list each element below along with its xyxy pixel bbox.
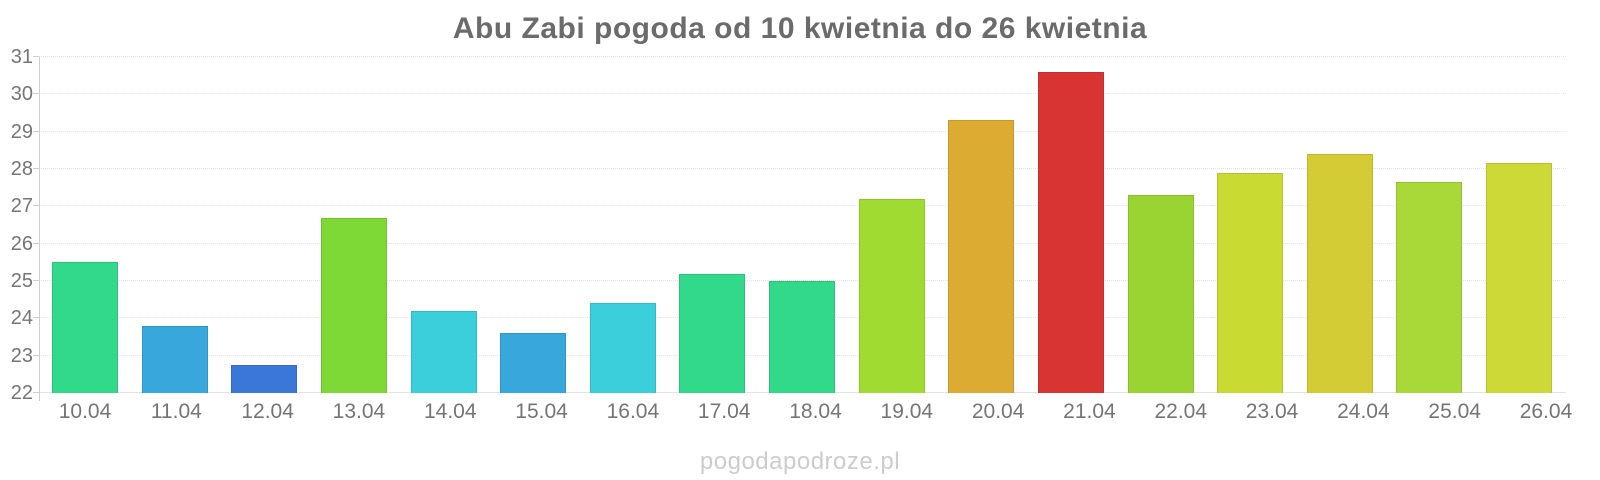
- gridline-30: [39, 93, 1566, 95]
- x-tick-label: 13.04: [332, 400, 386, 423]
- y-tick-label: 26: [10, 232, 33, 255]
- x-tick-label: 19.04: [880, 400, 934, 423]
- bar-23.04[interactable]: [1217, 172, 1284, 393]
- y-tick-label: 27: [10, 195, 33, 218]
- bar-series: [40, 57, 1566, 393]
- x-axis-labels: 10.04 11.04 12.04 13.04 14.04 15.04 16.04 17.04…: [40, 400, 1593, 424]
- gridline-29: [39, 130, 1566, 132]
- bar-16.04[interactable]: [589, 303, 656, 393]
- y-tick-label: 31: [10, 46, 33, 68]
- x-tick-label: 21.04: [1063, 400, 1116, 423]
- y-tick-mark: [33, 168, 39, 169]
- x-tick-label: 15.04: [515, 400, 568, 423]
- bar-26.04[interactable]: [1486, 163, 1552, 393]
- watermark: pogodapodroze.pl: [699, 448, 901, 475]
- y-axis-labels: 22 23 24 25 26 27 28 29 30 31: [0, 47, 33, 403]
- y-tick-label: 30: [10, 83, 33, 106]
- bar-14.04[interactable]: [410, 310, 477, 393]
- gridline-27: [39, 205, 1566, 207]
- y-tick-mark: [33, 56, 39, 57]
- y-tick-mark: [33, 205, 39, 207]
- y-tick-mark: [33, 242, 39, 244]
- bar-25.04[interactable]: [1396, 182, 1463, 393]
- x-tick-label: 16.04: [606, 400, 660, 423]
- gridline-28: [39, 168, 1566, 169]
- chart-title: Abu Zabi pogoda od 10 kwietnia do 26 kwi…: [452, 12, 1148, 45]
- x-tick-label: 22.04: [1154, 400, 1208, 423]
- bar-15.04[interactable]: [500, 333, 567, 393]
- x-tick-label: 10.04: [58, 400, 112, 423]
- y-tick-label: 24: [10, 307, 33, 330]
- gridline-26: [39, 242, 1566, 244]
- x-tick-label: 26.04: [1519, 400, 1573, 423]
- y-tick-mark: [33, 280, 39, 281]
- bar-10.04[interactable]: [52, 262, 118, 393]
- y-tick-label: 22: [10, 382, 33, 404]
- bar-11.04[interactable]: [141, 325, 208, 393]
- gridline-31: [39, 56, 1566, 57]
- bar-12.04[interactable]: [231, 365, 298, 393]
- y-tick-label: 23: [10, 344, 33, 367]
- bar-22.04[interactable]: [1127, 195, 1194, 393]
- x-tick-label: 12.04: [241, 400, 294, 423]
- bar-18.04[interactable]: [769, 281, 835, 393]
- x-tick-label: 24.04: [1337, 400, 1390, 423]
- y-tick-label: 25: [10, 270, 33, 292]
- x-tick-label: 17.04: [697, 400, 751, 423]
- y-tick-mark: [33, 392, 39, 393]
- y-tick-mark: [33, 130, 39, 132]
- x-tick-label: 25.04: [1428, 400, 1481, 423]
- x-tick-label: 18.04: [789, 400, 842, 423]
- bar-20.04[interactable]: [948, 120, 1015, 393]
- x-tick-label: 11.04: [150, 400, 202, 423]
- plot-area: [33, 56, 1566, 401]
- bar-17.04[interactable]: [679, 273, 746, 393]
- y-tick-mark: [33, 354, 39, 356]
- x-tick-label: 14.04: [423, 400, 477, 423]
- bar-13.04[interactable]: [320, 217, 387, 393]
- y-tick-label: 28: [10, 158, 33, 180]
- y-axis-line: [39, 57, 40, 401]
- y-tick-mark: [33, 93, 39, 95]
- bar-24.04[interactable]: [1306, 154, 1373, 393]
- x-tick-label: 23.04: [1245, 400, 1299, 423]
- x-tick-label: 20.04: [971, 400, 1025, 423]
- bar-21.04[interactable]: [1037, 71, 1104, 393]
- y-tick-label: 29: [10, 120, 33, 143]
- bar-19.04[interactable]: [858, 198, 925, 393]
- y-tick-mark: [33, 317, 39, 319]
- gridline-25: [39, 280, 1566, 281]
